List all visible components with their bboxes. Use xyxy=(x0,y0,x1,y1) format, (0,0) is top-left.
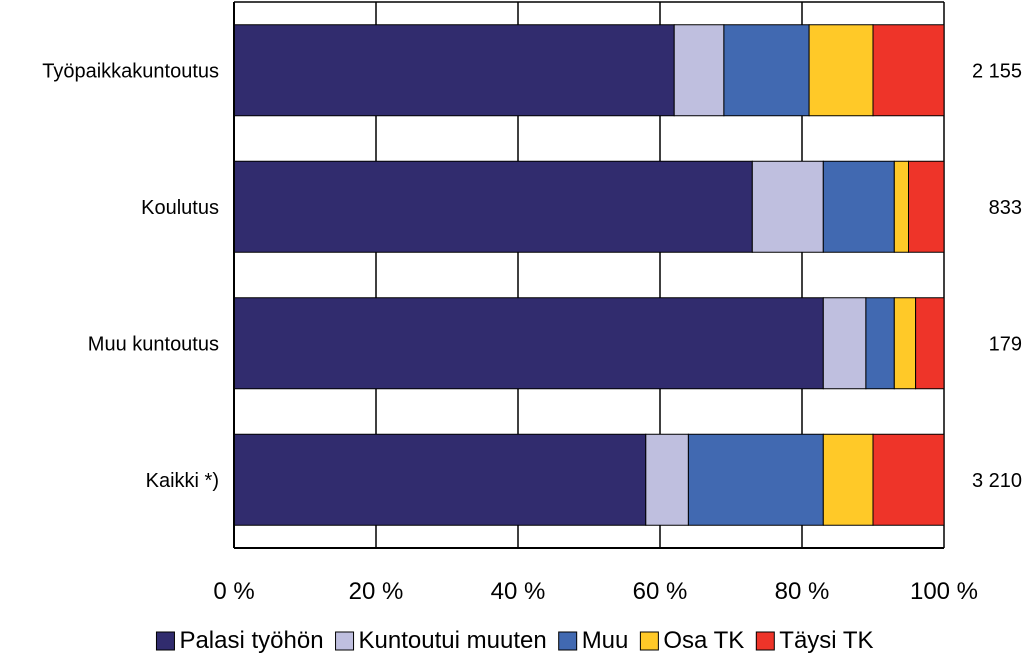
legend-item-täysi-tk: Täysi TK xyxy=(755,627,874,654)
x-tick-label-100: 100 % xyxy=(910,578,978,605)
legend-label-täysi-tk: Täysi TK xyxy=(779,627,873,654)
count-label-muu-kuntoutus: 179 xyxy=(989,333,1022,355)
bar-muu-kuntoutus-palasi-työhön xyxy=(233,297,824,390)
legend-swatch-osa-tk xyxy=(639,631,659,651)
legend-label-osa-tk: Osa TK xyxy=(663,627,744,654)
bar-muu-kuntoutus-täysi-tk xyxy=(915,297,945,390)
legend-item-kuntoutui-muuten: Kuntoutui muuten xyxy=(335,627,547,654)
legend-label-palasi-työhön: Palasi työhön xyxy=(179,627,323,654)
bar-kaikki-osa-tk xyxy=(822,433,874,526)
bar-työpaikkakuntoutus-palasi-työhön xyxy=(233,24,675,117)
x-tick-label-60: 60 % xyxy=(633,578,688,605)
legend-label-kuntoutui-muuten: Kuntoutui muuten xyxy=(359,627,547,654)
legend-swatch-palasi-työhön xyxy=(155,631,175,651)
bar-koulutus-täysi-tk xyxy=(908,160,945,253)
x-tick-label-0: 0 % xyxy=(213,578,254,605)
bar-työpaikkakuntoutus-muu xyxy=(723,24,810,117)
x-tick-label-80: 80 % xyxy=(775,578,830,605)
legend-swatch-muu xyxy=(558,631,578,651)
category-label-koulutus: Koulutus xyxy=(141,197,219,219)
category-label-kaikki: Kaikki *) xyxy=(146,470,219,492)
bar-kaikki-palasi-työhön xyxy=(233,433,647,526)
category-label-muu-kuntoutus: Muu kuntoutus xyxy=(88,333,219,355)
x-tick-label-20: 20 % xyxy=(349,578,404,605)
bar-työpaikkakuntoutus-osa-tk xyxy=(808,24,874,117)
bar-koulutus-osa-tk xyxy=(893,160,909,253)
bar-kaikki-täysi-tk xyxy=(872,433,945,526)
count-label-koulutus: 833 xyxy=(989,197,1022,219)
legend-swatch-kuntoutui-muuten xyxy=(335,631,355,651)
bar-kaikki-muu xyxy=(687,433,824,526)
bar-koulutus-muu xyxy=(822,160,895,253)
bar-koulutus-kuntoutui-muuten xyxy=(751,160,824,253)
bar-muu-kuntoutus-muu xyxy=(865,297,895,390)
x-tick-label-40: 40 % xyxy=(491,578,546,605)
bar-koulutus-palasi-työhön xyxy=(233,160,753,253)
legend-label-muu: Muu xyxy=(582,627,629,654)
bar-muu-kuntoutus-osa-tk xyxy=(893,297,917,390)
bar-kaikki-kuntoutui-muuten xyxy=(645,433,689,526)
bar-työpaikkakuntoutus-kuntoutui-muuten xyxy=(673,24,725,117)
bar-työpaikkakuntoutus-täysi-tk xyxy=(872,24,945,117)
bar-muu-kuntoutus-kuntoutui-muuten xyxy=(822,297,867,390)
legend-item-muu: Muu xyxy=(558,627,629,654)
legend-item-osa-tk: Osa TK xyxy=(639,627,744,654)
legend-item-palasi-työhön: Palasi työhön xyxy=(155,627,324,654)
count-label-työpaikkakuntoutus: 2 155 xyxy=(972,60,1022,82)
legend-swatch-täysi-tk xyxy=(755,631,775,651)
count-label-kaikki: 3 210 xyxy=(972,470,1022,492)
category-label-työpaikkakuntoutus: Työpaikkakuntoutus xyxy=(42,60,219,82)
